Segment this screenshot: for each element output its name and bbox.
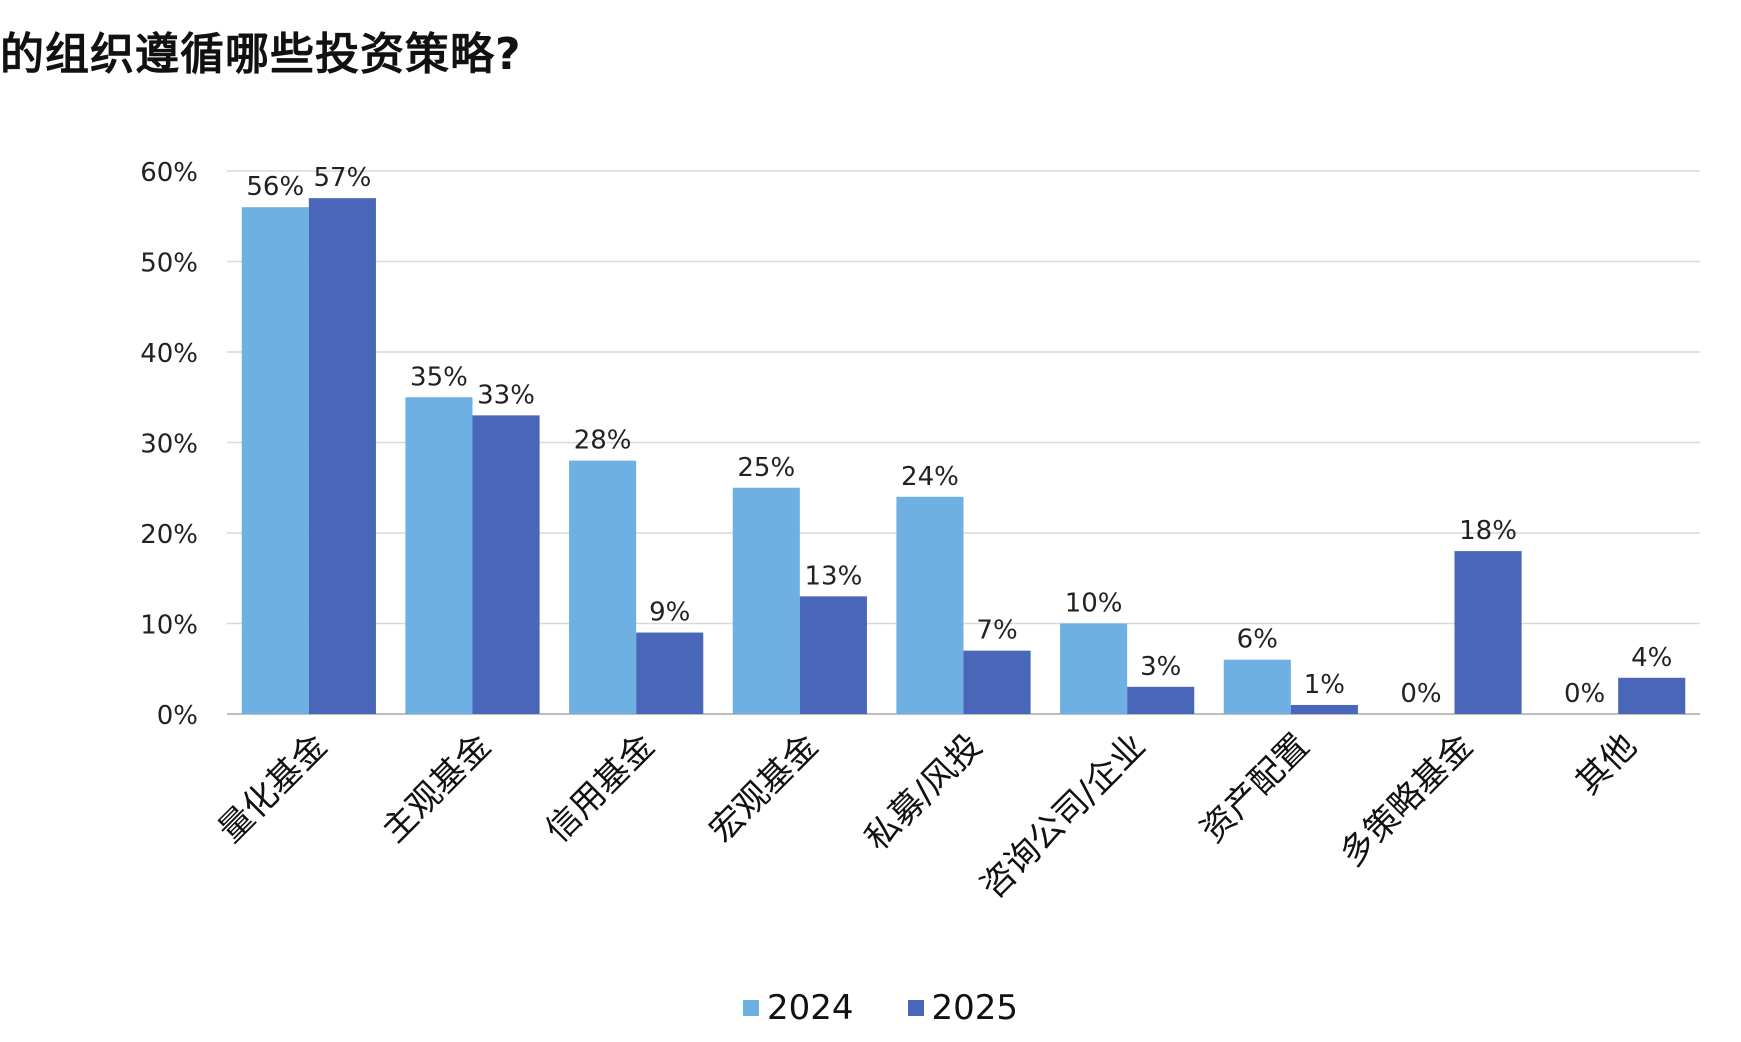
data-label: 18% (1459, 516, 1517, 546)
x-tick-label: 私募/风投 (857, 726, 990, 859)
legend-swatch-2025 (907, 1000, 924, 1016)
bar-2024 (732, 487, 800, 714)
bar-2025 (799, 596, 867, 714)
x-tick-label: 其他 (1568, 726, 1644, 802)
legend-label-2025: 2025 (931, 988, 1019, 1028)
data-label: 0% (1564, 679, 1605, 709)
x-tick-label: 信用基金 (538, 726, 662, 850)
data-label: 4% (1631, 643, 1672, 673)
bar-2024 (405, 397, 473, 714)
bar-2024 (569, 460, 637, 714)
data-label: 3% (1140, 652, 1181, 682)
bar-2025 (472, 415, 540, 714)
y-tick-label: 30% (140, 430, 198, 460)
y-axis-tick-labels: 0% 10% 20% 30% 40% 50% 60% (140, 158, 198, 731)
x-tick-label: 资产配置 (1193, 726, 1317, 850)
data-label: 33% (477, 380, 535, 410)
y-tick-label: 40% (140, 339, 198, 369)
legend: 2024 2025 (0, 988, 1741, 1028)
y-tick-label: 0% (157, 701, 198, 731)
bar-2025 (963, 650, 1031, 714)
bar-2024 (1223, 659, 1291, 714)
x-tick-label: 多策略基金 (1332, 726, 1480, 874)
bar-2024 (241, 207, 309, 714)
x-tick-label: 咨询公司/企业 (973, 726, 1154, 907)
bar-2025 (1618, 677, 1686, 714)
y-tick-label: 60% (140, 158, 198, 188)
legend-swatch-2024 (742, 1000, 759, 1016)
data-label: 28% (574, 426, 632, 456)
y-tick-label: 10% (140, 611, 198, 641)
data-labels: 56% 57% 35% 33% 28% 9% 25% 13% 24% 7% 10% 3% 6% 1% 0% 1… (246, 163, 1672, 709)
data-label: 1% (1304, 670, 1345, 700)
bar-2025 (308, 198, 376, 714)
data-label: 35% (410, 362, 468, 392)
bar-2024 (896, 496, 964, 714)
chart-title: 的组织遵循哪些投资策略? (0, 29, 522, 80)
data-label: 6% (1237, 625, 1278, 655)
data-label: 10% (1065, 589, 1123, 619)
bar-2025 (1127, 686, 1195, 714)
data-label: 7% (976, 616, 1017, 646)
bar-2025 (1454, 551, 1522, 714)
bar-2025 (636, 632, 704, 714)
data-label: 57% (313, 163, 371, 193)
legend-item-2025: 2025 (907, 988, 1019, 1028)
x-tick-label: 主观基金 (374, 726, 498, 850)
bars (241, 198, 1686, 714)
legend-item-2024: 2024 (742, 988, 854, 1028)
y-tick-label: 50% (140, 249, 198, 279)
data-label: 25% (737, 453, 795, 483)
bar-2024 (1060, 623, 1128, 714)
y-tick-label: 20% (140, 520, 198, 550)
data-label: 56% (246, 172, 304, 202)
data-label: 0% (1400, 679, 1441, 709)
x-tick-label: 宏观基金 (702, 726, 826, 850)
legend-label-2024: 2024 (766, 988, 854, 1028)
data-label: 24% (901, 462, 959, 492)
bar-2025 (1290, 704, 1358, 714)
x-tick-label: 量化基金 (211, 726, 335, 850)
data-label: 9% (649, 598, 690, 628)
data-label: 13% (804, 561, 862, 591)
